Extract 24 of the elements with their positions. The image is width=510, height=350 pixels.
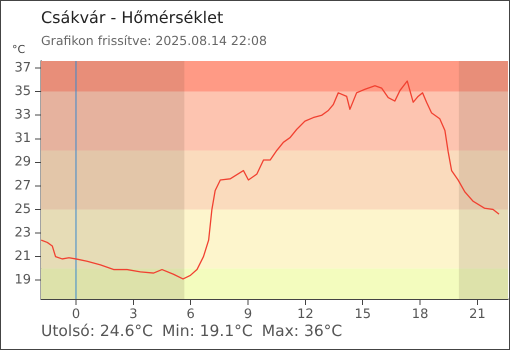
y-tick-label: 37 (14, 60, 31, 76)
x-tick-label: 9 (244, 307, 252, 322)
text: Max: 36°C (262, 322, 342, 340)
y-tick-label: 31 (14, 131, 31, 146)
x-tick-label: 15 (354, 307, 371, 322)
chart-title: Csákvár - Hőmérséklet (41, 8, 224, 27)
x-tick-label: 21 (469, 307, 486, 322)
y-tick-label: 25 (14, 202, 31, 217)
text: Min: 19.1°C (162, 322, 253, 340)
x-tick-label: 6 (186, 307, 195, 322)
y-tick-label: 27 (14, 178, 31, 194)
x-tick-label: 3 (129, 307, 138, 322)
y-tick-label: 35 (14, 84, 31, 100)
text: Utolsó: 24.6°C (41, 322, 154, 340)
x-tick-label: 0 (72, 307, 80, 322)
y-tick-label: 33 (14, 108, 31, 123)
chart-subtitle: Grafikon frissítve: 2025.08.14 22:08 (41, 33, 267, 48)
y-axis-title: °C (12, 43, 26, 56)
x-tick-label: 18 (412, 307, 428, 322)
y-tick-label: 21 (14, 248, 31, 264)
y-tick-label: 19 (14, 272, 31, 288)
y-tick-label: 23 (14, 225, 31, 240)
x-tick-label: 12 (297, 307, 314, 322)
y-tick-label: 29 (14, 154, 31, 170)
